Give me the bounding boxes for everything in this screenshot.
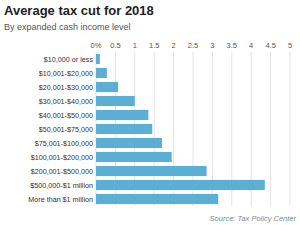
title: Average tax cut for 2018 xyxy=(4,3,154,18)
subtitle: By expanded cash income level xyxy=(4,22,131,32)
bar xyxy=(96,82,118,92)
bar xyxy=(96,138,162,148)
x-tick-label: 0.5 xyxy=(110,41,120,50)
chart-container: Average tax cut for 2018 By expanded cash… xyxy=(0,0,300,225)
y-tick-label: More than $1 million xyxy=(28,195,93,204)
x-axis: 0% 0.5 1 1.5 2 2.5 3 3.5 4 4.5 5 xyxy=(91,41,293,50)
y-axis: $10,000 or less $10,001-$20,000 $20,001-$3… xyxy=(28,55,93,204)
y-tick-label: $10,000 or less xyxy=(44,55,94,64)
bar xyxy=(96,194,218,204)
y-tick-label: $200,001-$500,000 xyxy=(31,167,93,176)
bar xyxy=(96,54,100,64)
grid-line xyxy=(270,52,271,206)
y-tick-label: $20,001-$30,000 xyxy=(39,83,93,92)
x-tick-label: 3 xyxy=(210,41,214,50)
y-tick-label: $30,001-$40,000 xyxy=(39,97,93,106)
bar xyxy=(96,166,207,176)
grid xyxy=(96,52,290,206)
y-tick-label: $500,000-$1 million xyxy=(30,181,93,190)
bar xyxy=(96,68,107,78)
x-tick-label: 2.5 xyxy=(188,41,198,50)
y-tick-label: $10,001-$20,000 xyxy=(39,69,93,78)
x-tick-label: 4.5 xyxy=(265,41,275,50)
bar xyxy=(96,152,172,162)
bars xyxy=(96,54,265,204)
y-tick-label: $50,001-$75,000 xyxy=(39,125,93,134)
y-tick-label: $75,001-$100,000 xyxy=(35,139,93,148)
bar xyxy=(96,124,152,134)
x-tick-label: 3.5 xyxy=(227,41,237,50)
x-tick-label: 0% xyxy=(91,41,102,50)
x-tick-label: 2 xyxy=(172,41,176,50)
x-tick-label: 1 xyxy=(133,41,137,50)
y-tick-label: $40,001-$50,000 xyxy=(39,111,93,120)
x-tick-label: 1.5 xyxy=(149,41,159,50)
source: Source: Tax Policy Center xyxy=(210,214,297,223)
bar xyxy=(96,180,265,190)
grid-line xyxy=(290,52,291,206)
y-tick-label: $100,001-$200,000 xyxy=(31,153,93,162)
x-tick-label: 5 xyxy=(288,41,292,50)
bar xyxy=(96,96,135,106)
bar xyxy=(96,110,148,120)
chart: Average tax cut for 2018 By expanded cash… xyxy=(0,0,300,225)
x-tick-label: 4 xyxy=(249,41,253,50)
